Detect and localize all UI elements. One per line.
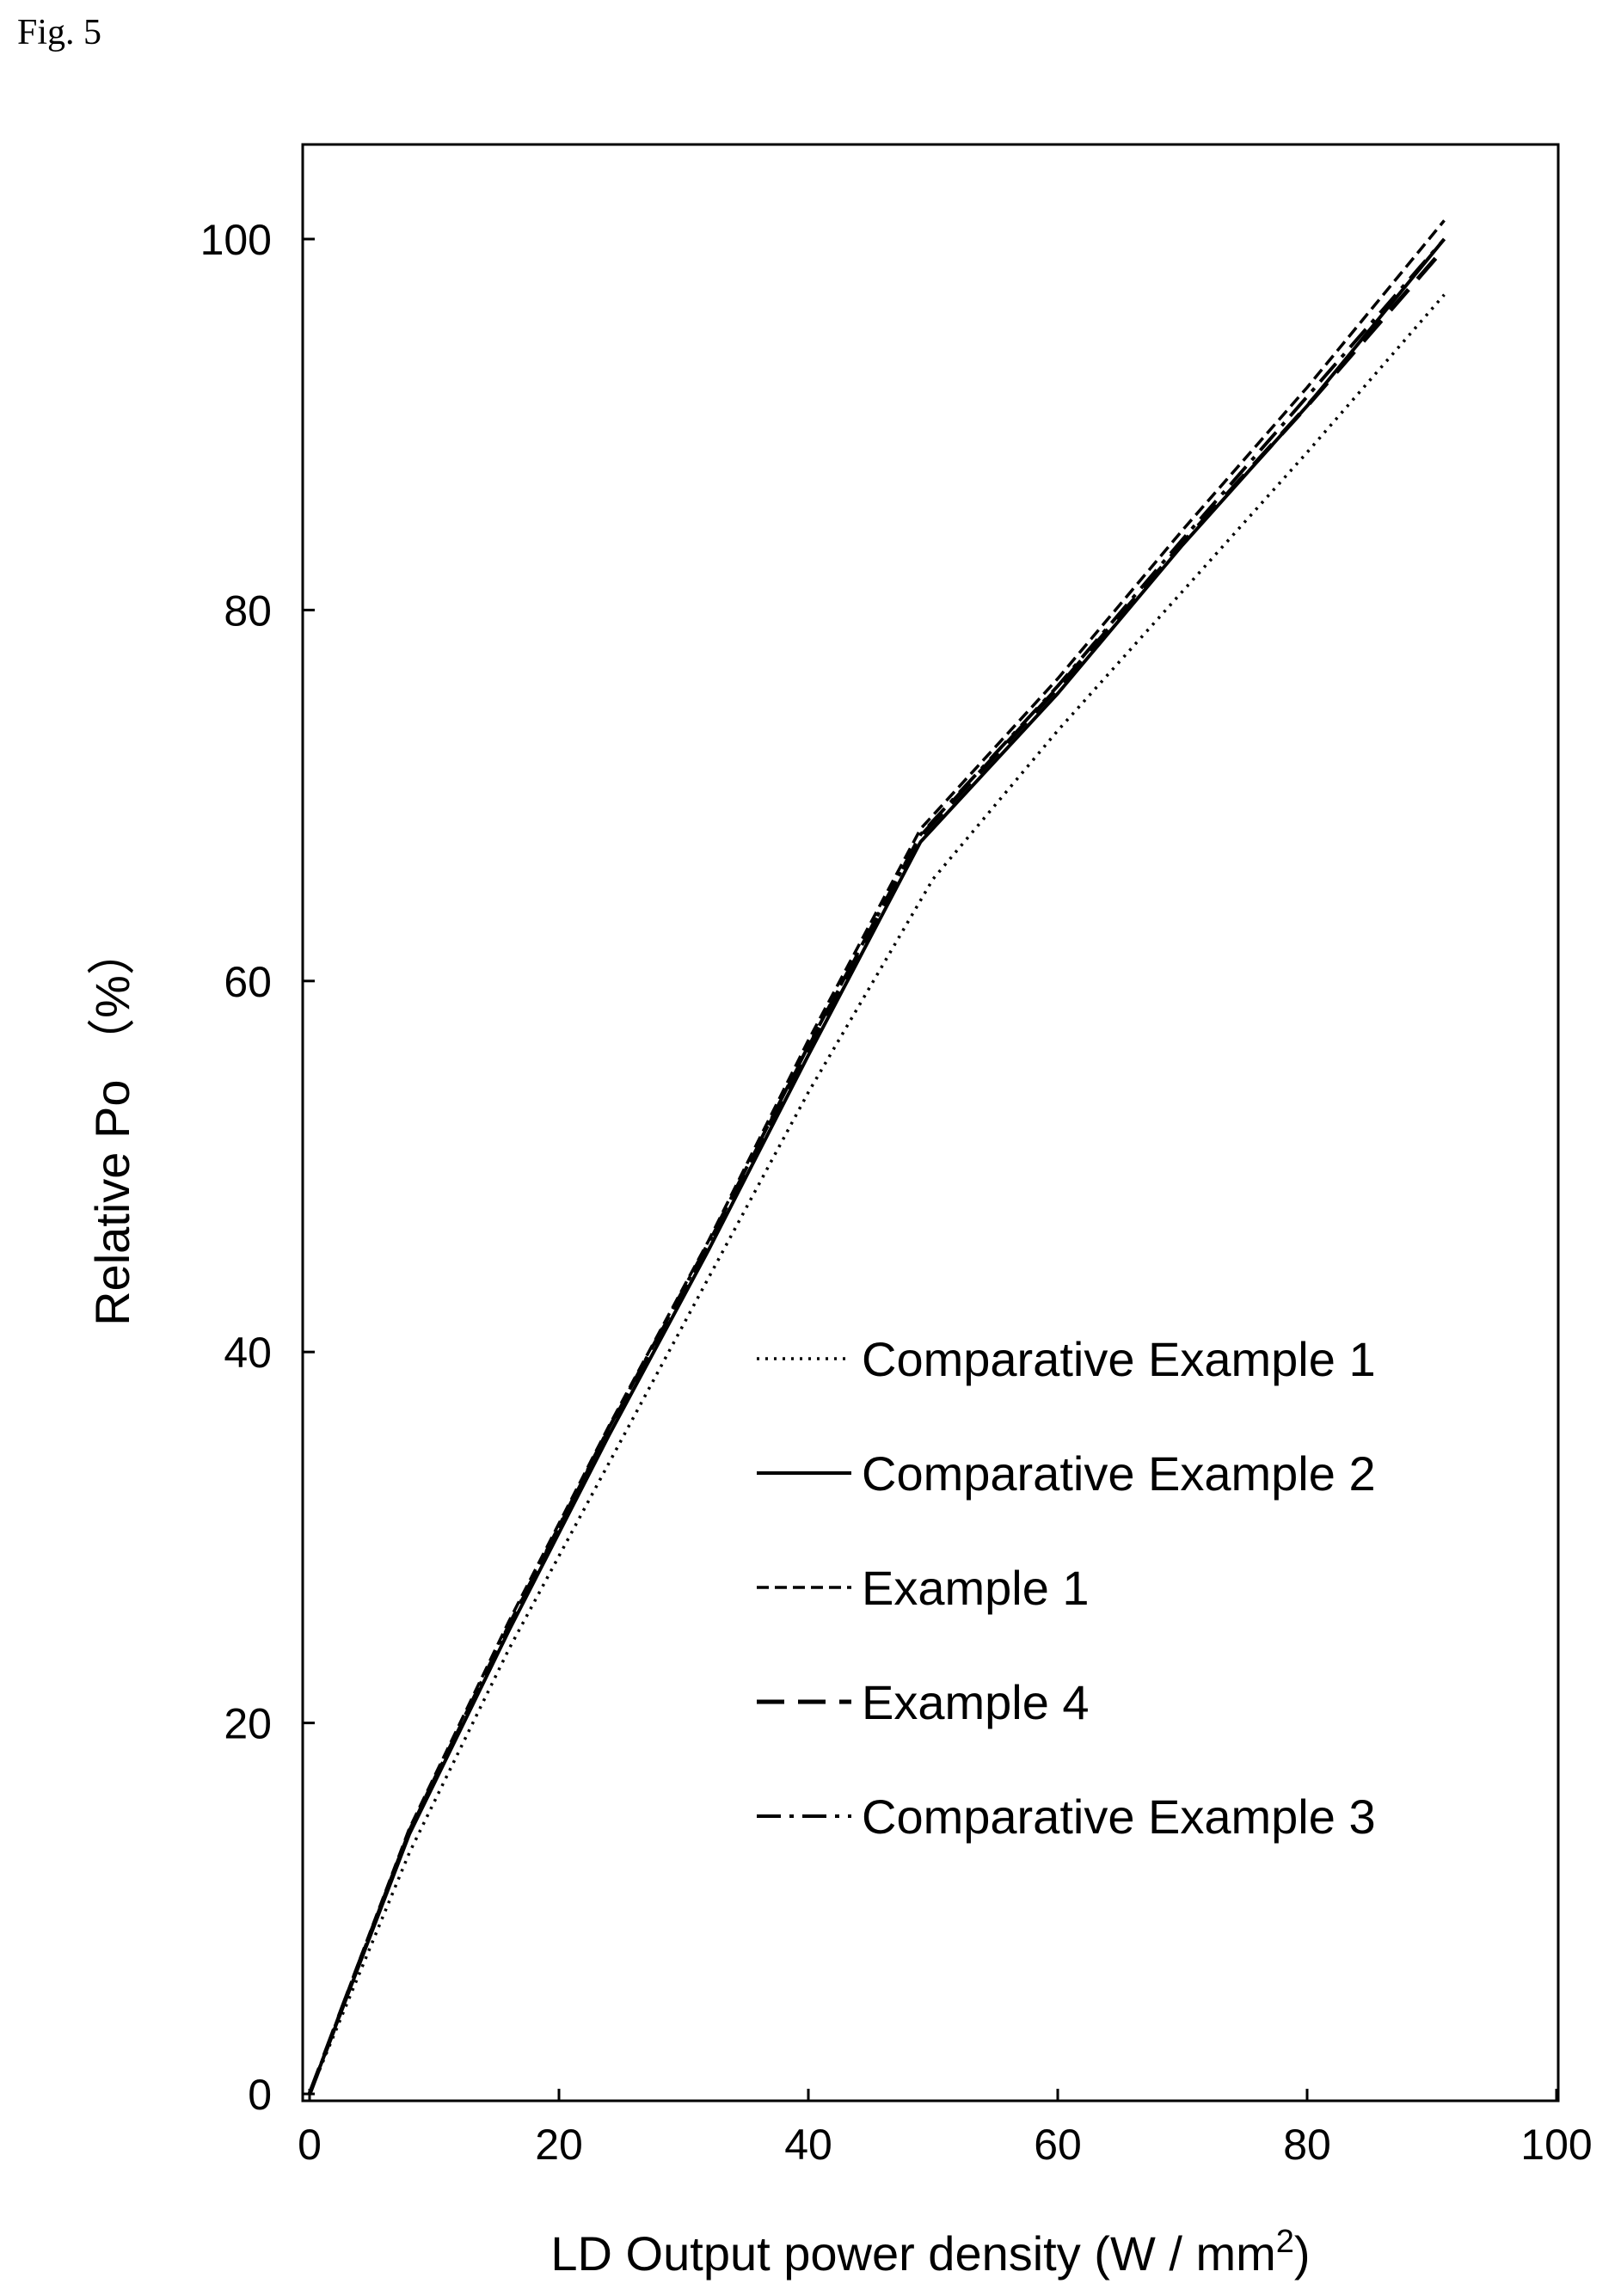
x-tick-label: 100 — [1520, 2121, 1592, 2169]
y-axis-label: Relative Po （%） — [85, 927, 139, 1326]
x-axis-label-main: LD Output power density (W / mm — [550, 2226, 1275, 2281]
x-tick-label: 20 — [535, 2121, 583, 2169]
y-tick-label: 0 — [248, 2071, 272, 2119]
legend-label-comparative-example-3: Comparative Example 3 — [862, 1790, 1376, 1844]
y-tick-label: 20 — [224, 1700, 272, 1748]
x-tick-label: 80 — [1283, 2121, 1331, 2169]
x-axis-label: LD Output power density (W / mm2) — [550, 2224, 1310, 2281]
x-tick-label: 0 — [298, 2121, 322, 2169]
legend-label-example-1: Example 1 — [862, 1561, 1090, 1615]
legend-label-comparative-example-2: Comparative Example 2 — [862, 1446, 1376, 1501]
series-line-comparative-example-3 — [308, 237, 1446, 2095]
x-axis-label-suffix: ) — [1294, 2226, 1311, 2281]
plot-frame — [301, 143, 1560, 2103]
tick-layer: 0 20 40 60 80 100 0 20 40 60 80 100 — [200, 216, 1593, 2169]
legend-label-example-4: Example 4 — [862, 1675, 1090, 1729]
x-axis-label-superscript: 2 — [1276, 2224, 1294, 2260]
legend-label-comparative-example-1: Comparative Example 1 — [862, 1332, 1376, 1386]
x-tick-label: 40 — [784, 2121, 832, 2169]
figure-label: Fig. 5 — [17, 13, 102, 52]
series-layer — [307, 219, 1446, 2095]
y-tick-label: 60 — [224, 958, 272, 1006]
y-tick-label: 80 — [224, 586, 272, 635]
y-tick-label: 100 — [200, 216, 272, 264]
x-tick-label: 60 — [1034, 2121, 1082, 2169]
y-tick-label: 40 — [224, 1329, 272, 1377]
legend: Comparative Example 1 Comparative Example… — [757, 1332, 1376, 1844]
